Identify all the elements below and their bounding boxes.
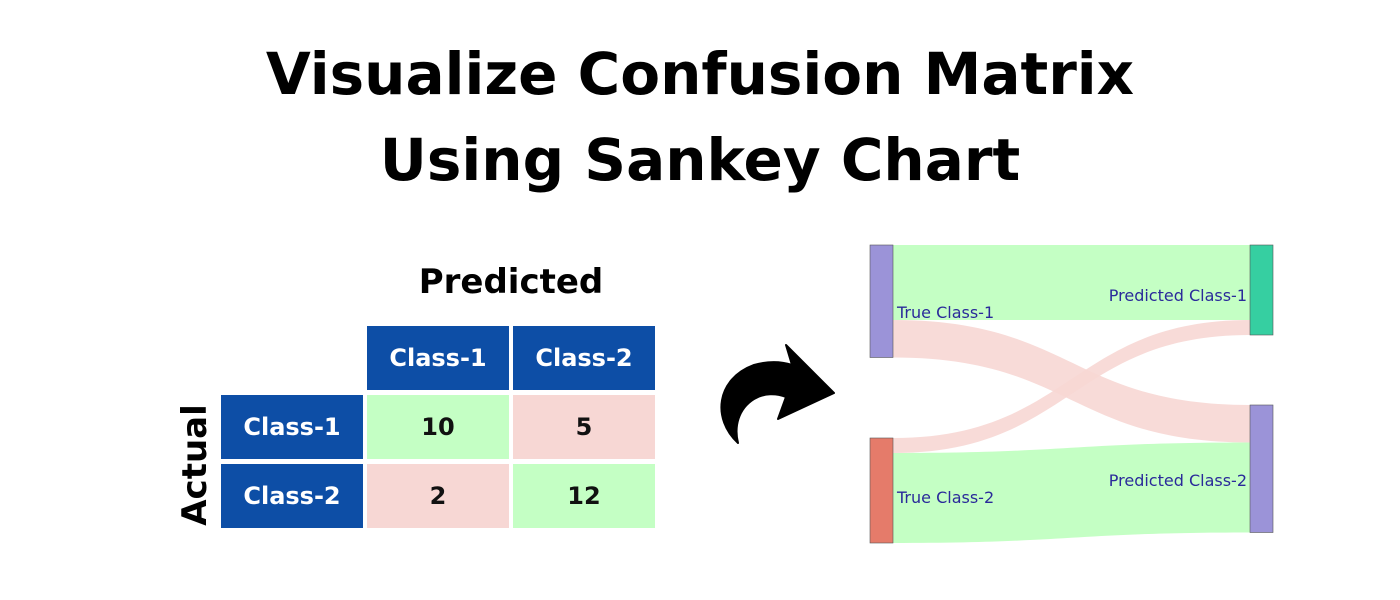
cell-actual-1-predicted-2: 5 (513, 395, 655, 459)
sankey-node-predicted-class-1 (1249, 244, 1274, 336)
sankey-node-predicted-class-2 (1249, 404, 1274, 533)
sankey-label-true-class-2: True Class-2 (896, 488, 994, 507)
sankey-node-true-class-1 (869, 244, 894, 358)
title-line-2: Using Sankey Chart (379, 126, 1021, 194)
sankey-chart: True Class-1 True Class-2 Predicted Clas… (869, 244, 1274, 544)
sankey-label-true-class-1: True Class-1 (896, 303, 994, 322)
actual-axis-label: Actual (175, 404, 215, 526)
sankey-label-predicted-class-2: Predicted Class-2 (1109, 471, 1247, 490)
sankey-link-true2-pred2 (893, 442, 1250, 543)
curved-arrow-right-icon (720, 344, 835, 444)
sankey-label-predicted-class-1: Predicted Class-1 (1109, 286, 1247, 305)
row-header-class-1: Class-1 (221, 395, 363, 459)
sankey-node-true-class-2 (869, 437, 894, 544)
row-header-class-2: Class-2 (221, 464, 363, 528)
cell-actual-2-predicted-1: 2 (367, 464, 509, 528)
title-line-1: Visualize Confusion Matrix (265, 40, 1135, 108)
sankey-link-true1-pred1 (893, 245, 1250, 320)
cell-actual-1-predicted-1: 10 (367, 395, 509, 459)
predicted-axis-label: Predicted (418, 262, 604, 302)
cell-actual-2-predicted-2: 12 (513, 464, 655, 528)
sankey-link-true2-pred1 (893, 320, 1250, 453)
column-header-class-2: Class-2 (513, 326, 655, 390)
column-header-class-1: Class-1 (367, 326, 509, 390)
